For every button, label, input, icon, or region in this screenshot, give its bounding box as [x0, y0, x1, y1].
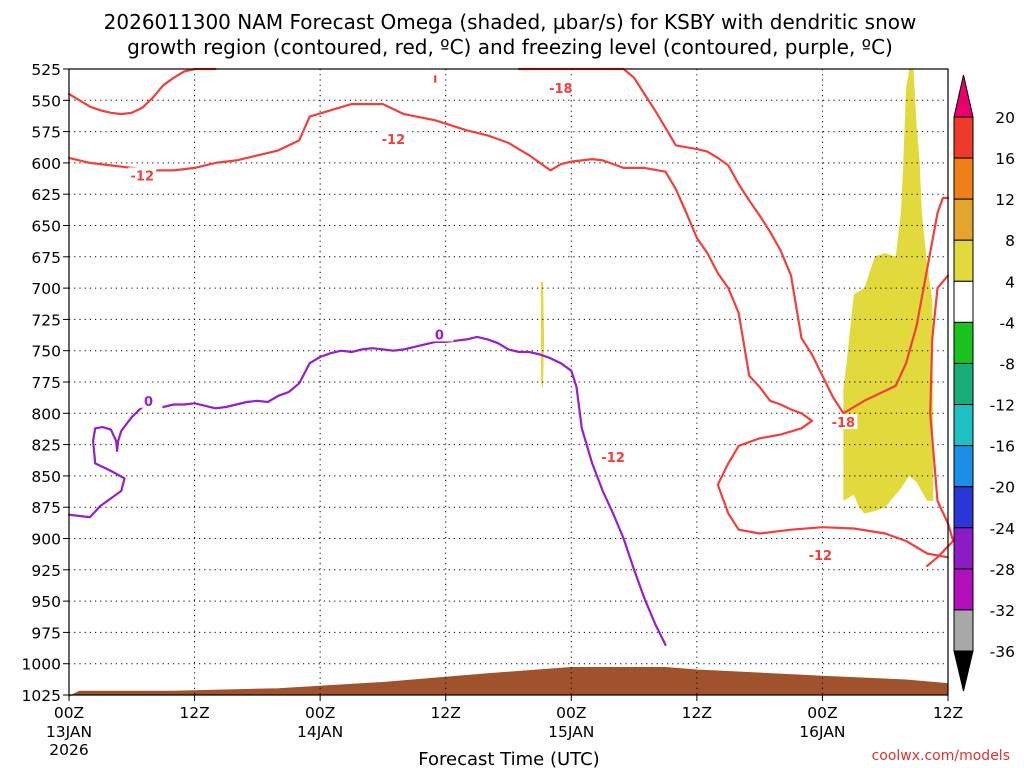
chart-title-line-1: 2026011300 NAM Forecast Omega (shaded, µ…	[104, 10, 917, 34]
y-tick-label: 600	[31, 155, 61, 173]
grid-layer	[69, 69, 948, 695]
colorbar-label: 12	[995, 191, 1015, 209]
colorbar-cell	[953, 157, 974, 200]
y-tick-label: 925	[31, 562, 61, 580]
contour-label-zero-a: 0	[144, 395, 153, 410]
contour-label-layer: -12 -12 -12 -12 -18 -18 0 0	[128, 79, 858, 564]
colorbar-label: -24	[990, 520, 1015, 538]
y-tick-label: 675	[31, 249, 61, 267]
colorbar-bottom-arrow	[953, 650, 974, 692]
contour-label-minus12-a-bg	[128, 167, 157, 183]
contour-label-minus12-a: -12	[131, 169, 155, 184]
colorbar-cell	[953, 609, 974, 652]
contour-label-minus18-a: -18	[549, 82, 573, 97]
colorbar-label: -12	[990, 397, 1015, 415]
contour-label-minus18-b: -18	[832, 416, 856, 431]
colorbar-cell	[953, 239, 974, 282]
x-tick-time: 12Z	[431, 704, 461, 722]
omega-shade-region-2	[843, 69, 934, 514]
y-tick-label: 625	[31, 186, 61, 204]
y-axis-ticks: 525 550 575 600 625 650 675 700 725 750 775 800 825 8…	[22, 61, 69, 705]
omega-shading-layer	[540, 69, 934, 514]
x-tick-time: 12Z	[179, 704, 209, 722]
x-tick-time: 00Z	[807, 704, 837, 722]
colorbar-label: -32	[990, 602, 1015, 620]
colorbar-cell	[953, 198, 974, 241]
contour-line-3	[925, 274, 955, 568]
colorbar-cell	[953, 362, 974, 406]
contour-label-minus18-a-bg	[546, 79, 575, 95]
colorbar-cell	[953, 321, 974, 364]
contour-label-minus12-b-bg	[379, 131, 408, 147]
colorbar-cell	[953, 445, 974, 488]
y-tick-label: 875	[31, 499, 61, 517]
y-tick-label: 575	[31, 124, 61, 142]
colorbar-label: -8	[1000, 355, 1015, 373]
plot-frame	[68, 68, 949, 696]
y-tick-label: 825	[31, 437, 61, 455]
chart-title-line-2: growth region (contoured, red, ºC) and f…	[127, 35, 893, 59]
x-tick-date: 13JAN	[46, 723, 92, 741]
colorbar-label: -36	[990, 643, 1015, 661]
contour-label-minus18-b-bg	[829, 414, 858, 430]
contour-label-minus12-c: -12	[601, 451, 625, 466]
colorbar-label: -16	[990, 438, 1015, 456]
colorbar: 20 16 12 8 4 -4 -8 -12 -16 -20 -24 -28 -32 -36	[953, 74, 1015, 692]
y-tick-label: 1000	[22, 656, 61, 674]
x-tick-date: 14JAN	[297, 723, 343, 741]
terrain-layer	[68, 667, 949, 698]
contour-label-minus12-b: -12	[382, 133, 406, 148]
x-tick-year: 2026	[49, 741, 88, 759]
colorbar-label: -20	[990, 479, 1015, 497]
colorbar-cell	[953, 486, 974, 529]
contour-label-minus12-d-bg	[806, 546, 835, 562]
colorbar-label: 8	[1005, 232, 1015, 250]
y-tick-label: 750	[31, 343, 61, 361]
omega-shade-region-1	[540, 281, 545, 389]
y-tick-label: 950	[31, 593, 61, 611]
watermark-text: coolwx.com/models	[872, 748, 1010, 764]
colorbar-cell	[953, 568, 974, 611]
colorbar-cell	[953, 116, 974, 159]
contour-line-1	[67, 102, 950, 559]
contour-label-minus12-d: -12	[809, 549, 833, 564]
colorbar-cell	[953, 527, 974, 570]
colorbar-cell	[953, 280, 974, 323]
colorbar-label: 20	[995, 109, 1015, 127]
terrain-fill	[68, 667, 949, 698]
y-tick-label: 1025	[22, 687, 61, 705]
x-tick-time: 12Z	[933, 704, 963, 722]
y-tick-label: 850	[31, 468, 61, 486]
y-tick-label: 900	[31, 531, 61, 549]
x-tick-time: 00Z	[556, 704, 586, 722]
x-tick-time: 12Z	[682, 704, 712, 722]
colorbar-top-arrow	[953, 74, 974, 118]
y-tick-label: 800	[31, 405, 61, 423]
y-tick-label: 550	[31, 92, 61, 110]
contour-line-4	[67, 67, 217, 116]
colorbar-label: 16	[995, 150, 1015, 168]
y-tick-label: 775	[31, 374, 61, 392]
x-tick-time: 00Z	[305, 704, 335, 722]
contour-label-zero-b-bg	[425, 326, 454, 342]
colorbar-label: -4	[1000, 314, 1015, 332]
colorbar-cell	[953, 404, 974, 447]
y-tick-label: 525	[31, 61, 61, 79]
y-tick-label: 650	[31, 218, 61, 236]
y-tick-label: 700	[31, 280, 61, 298]
contour-label-zero-b: 0	[435, 328, 444, 343]
colorbar-label: -28	[990, 561, 1015, 579]
contour-label-zero-a-bg	[134, 392, 163, 408]
x-tick-date: 15JAN	[548, 723, 594, 741]
contour-line-5	[67, 335, 667, 647]
x-tick-time: 00Z	[54, 704, 84, 722]
colorbar-label: 4	[1005, 273, 1015, 291]
y-tick-label: 975	[31, 624, 61, 642]
contour-label-minus12-c-bg	[599, 449, 628, 465]
x-axis-label: Forecast Time (UTC)	[418, 749, 599, 768]
x-tick-date: 16JAN	[799, 723, 845, 741]
y-tick-label: 725	[31, 311, 61, 329]
